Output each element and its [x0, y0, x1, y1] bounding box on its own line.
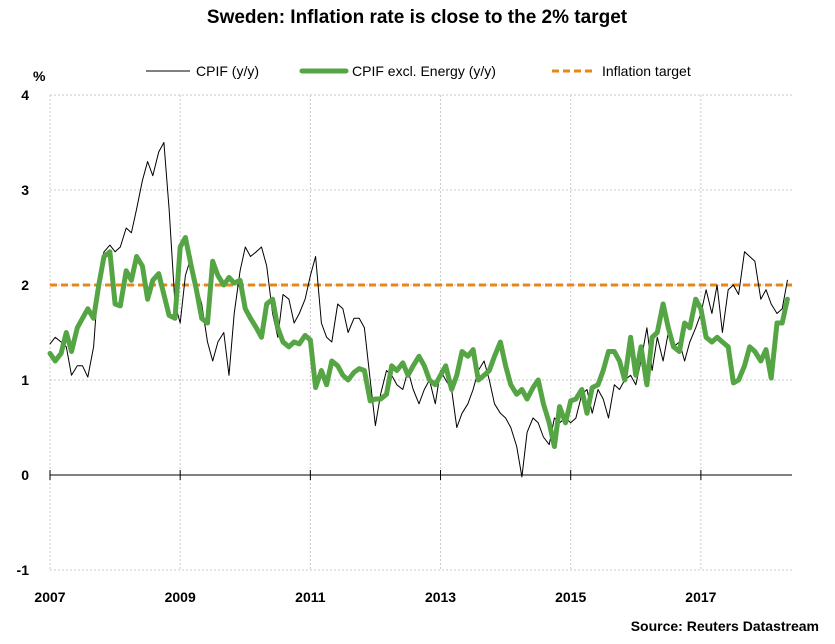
y-tick-label: 1 [21, 372, 29, 388]
y-tick-label: 0 [21, 467, 29, 483]
grid-lines [49, 94, 792, 571]
legend-label: CPIF (y/y) [196, 63, 259, 79]
y-tick-label: 4 [21, 87, 29, 103]
legend-label: CPIF excl. Energy (y/y) [352, 63, 496, 79]
x-tick-label: 2013 [425, 589, 456, 605]
legend-label: Inflation target [602, 63, 691, 79]
x-tick-label: 2015 [555, 589, 586, 605]
x-tick-label: 2009 [165, 589, 196, 605]
x-tick-label: 2007 [34, 589, 65, 605]
axes: -1 0 1 2 3 4 2007 2009 2011 2013 2015 2017 [17, 87, 792, 605]
source-note: Source: Reuters Datastream [631, 618, 819, 634]
x-tick-label: 2017 [685, 589, 716, 605]
y-tick-label: 2 [21, 277, 29, 293]
y-tick-label: 3 [21, 182, 29, 198]
chart-title: Sweden: Inflation rate is close to the 2… [207, 7, 628, 28]
y-tick-label: -1 [17, 562, 30, 578]
series-group [47, 142, 792, 478]
legend: CPIF (y/y) CPIF excl. Energy (y/y) Inflati… [146, 63, 691, 79]
y-axis-label: % [33, 68, 46, 84]
cpif-excl-energy-line [47, 235, 790, 449]
x-tick-label: 2011 [295, 589, 326, 605]
cpif-line [49, 142, 788, 478]
